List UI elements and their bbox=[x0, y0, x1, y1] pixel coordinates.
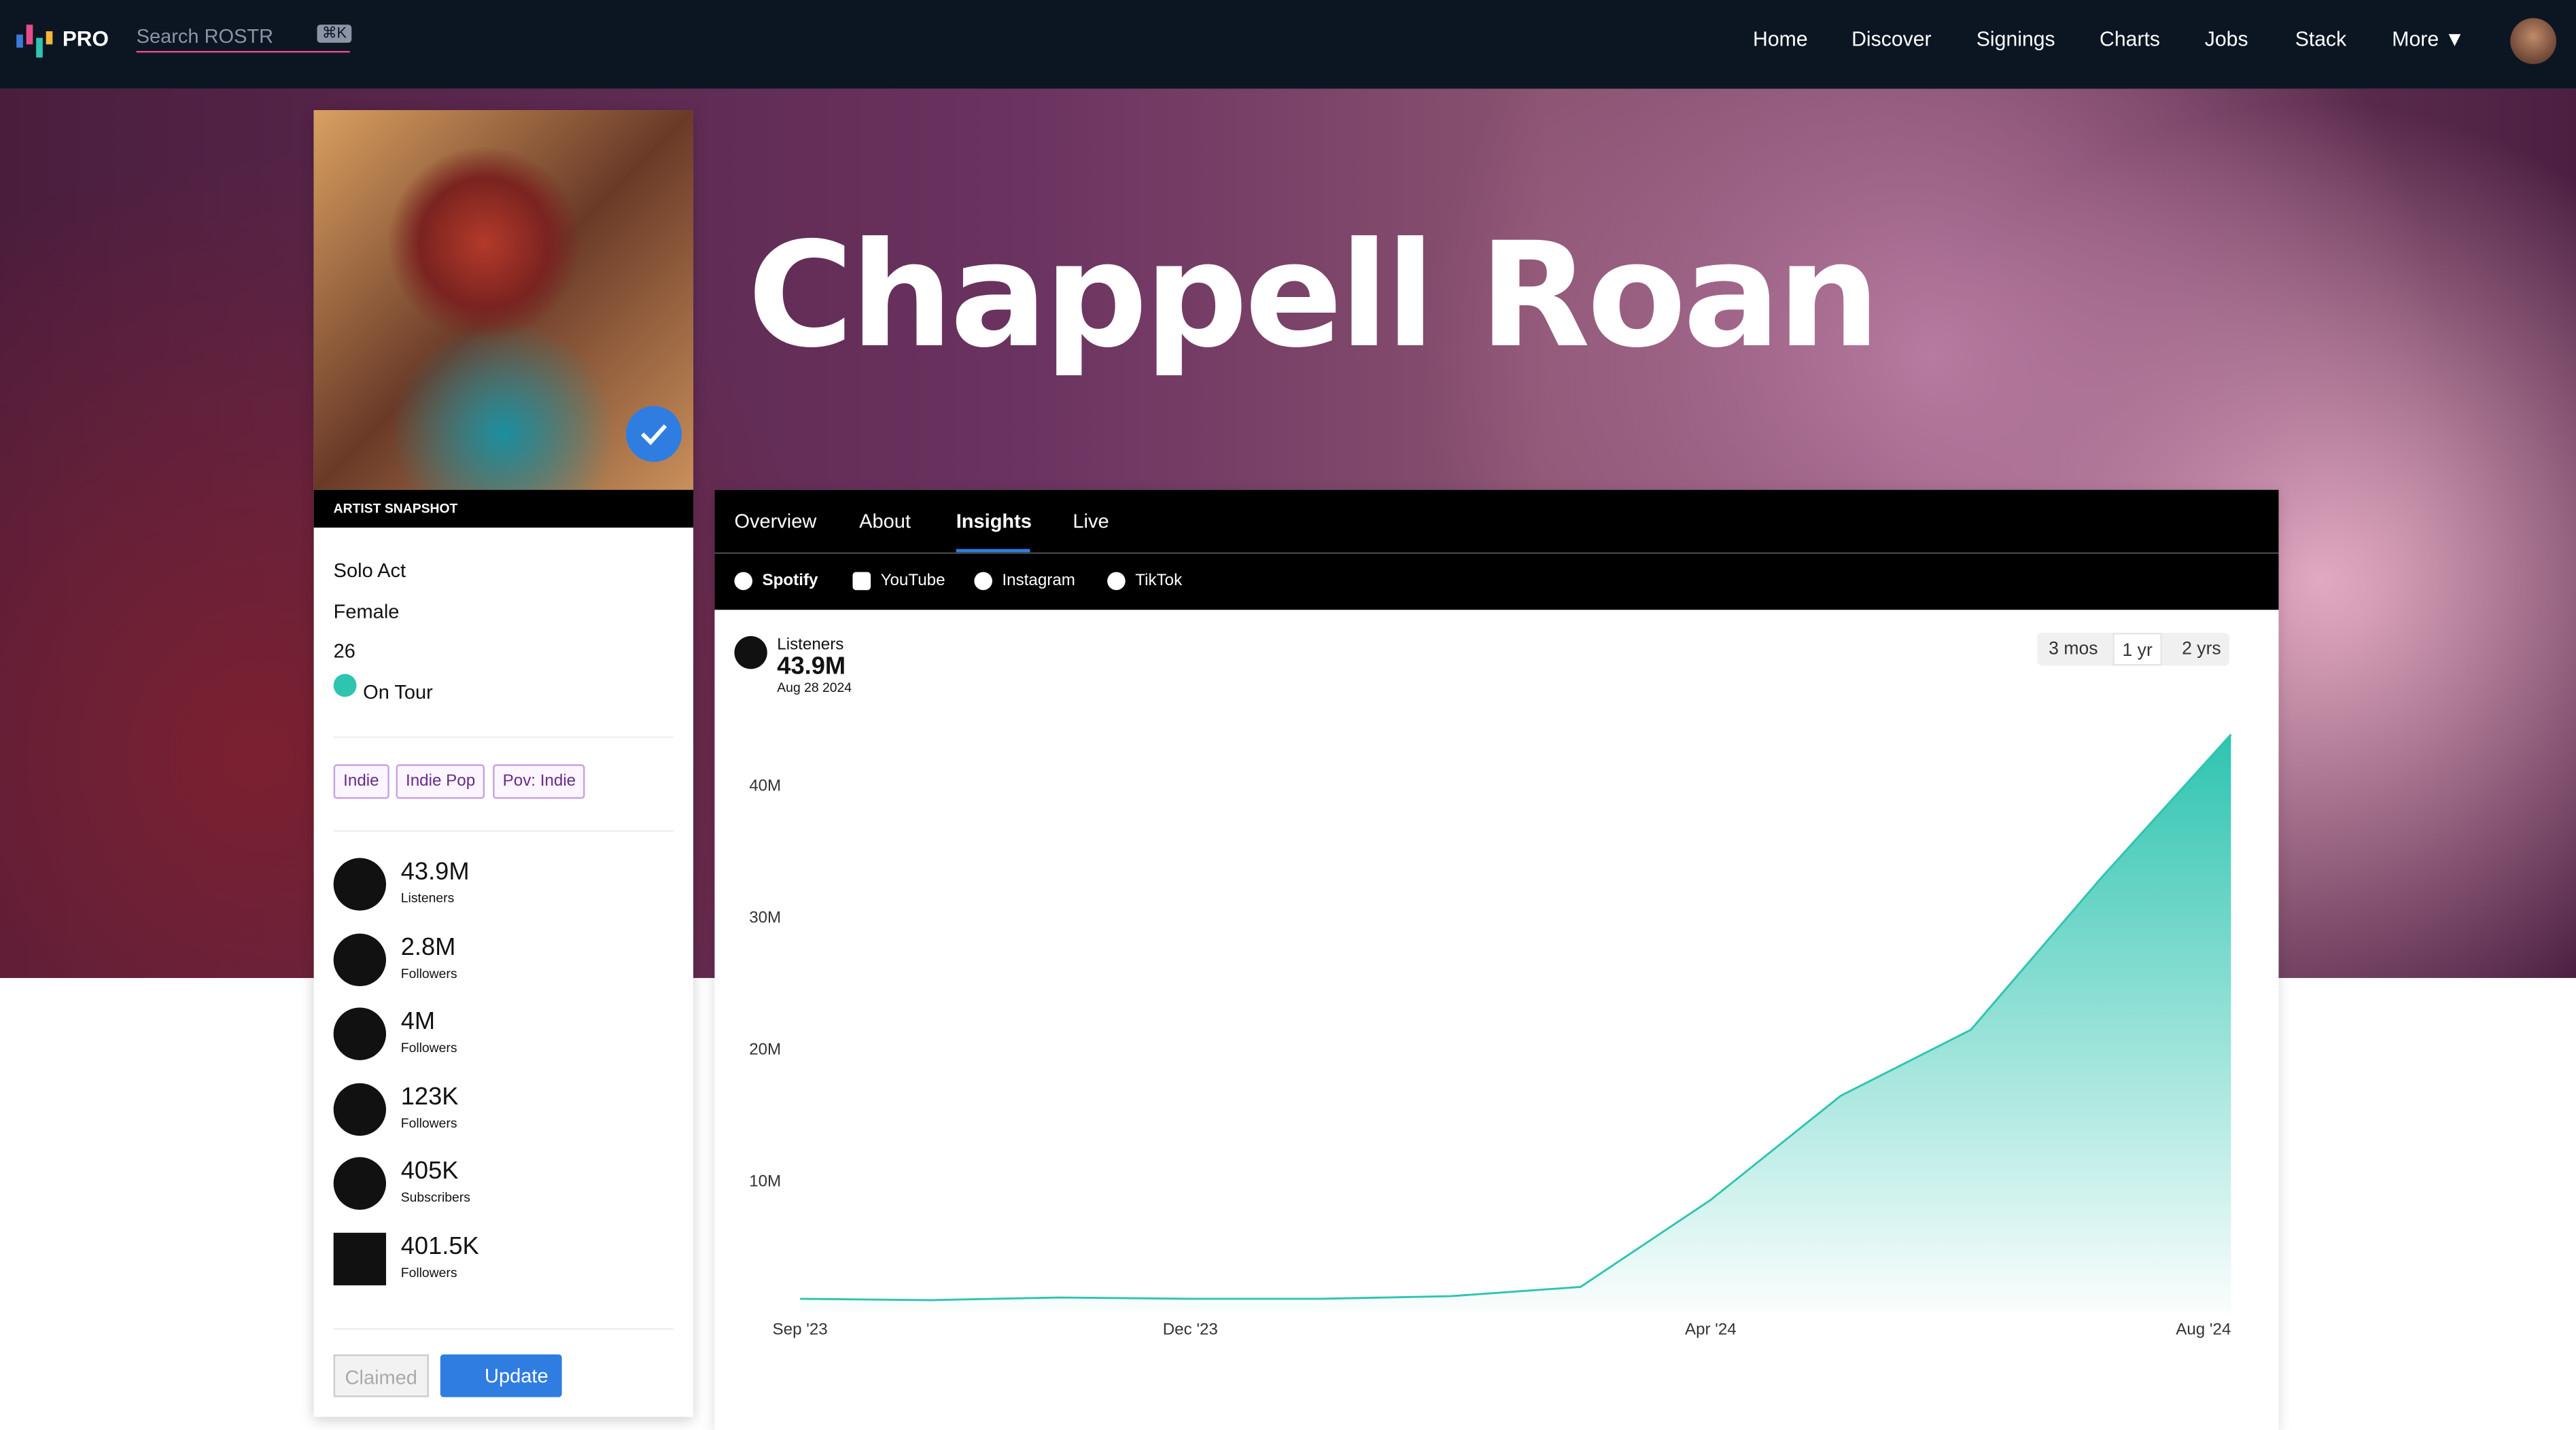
nav-link[interactable]: Discover bbox=[1851, 28, 1932, 51]
fact: 26 bbox=[333, 639, 355, 663]
verified-badge bbox=[625, 406, 682, 462]
genre-tag[interactable]: Indie Pop bbox=[396, 764, 485, 799]
platform-icon bbox=[333, 1007, 387, 1060]
nav-link[interactable]: Home bbox=[1753, 28, 1808, 51]
y-tick-label: 10M bbox=[749, 1172, 781, 1191]
snapshot-card: ARTIST SNAPSHOT Claimed Update Solo Act F… bbox=[313, 110, 694, 1417]
y-tick-label: 40M bbox=[749, 777, 781, 795]
tab[interactable]: About bbox=[859, 509, 911, 533]
stat-label: Followers bbox=[400, 1115, 457, 1130]
stat-value: 43.9M bbox=[400, 858, 470, 886]
genre-tag[interactable]: Indie bbox=[333, 764, 389, 799]
nav-link[interactable]: Stack bbox=[2295, 28, 2347, 51]
platform-tab[interactable]: Spotify bbox=[762, 572, 818, 591]
fact: On Tour bbox=[363, 680, 433, 704]
x-tick-label: Aug '24 bbox=[2176, 1321, 2231, 1339]
fact: Solo Act bbox=[333, 559, 406, 582]
avatar[interactable] bbox=[2510, 18, 2557, 65]
nav-link[interactable]: More ▼ bbox=[2392, 28, 2465, 51]
tab-bar bbox=[714, 489, 2279, 610]
range-button[interactable]: 3 mos bbox=[2049, 639, 2098, 659]
platform-tab[interactable]: Instagram bbox=[1002, 572, 1075, 591]
artist-name: Chappell Roan bbox=[747, 210, 1881, 380]
search-input[interactable]: Search ROSTR bbox=[136, 24, 350, 53]
nav-link[interactable]: Charts bbox=[2100, 28, 2161, 51]
divider bbox=[333, 1328, 674, 1330]
divider bbox=[333, 830, 674, 832]
x-tick-label: Dec '23 bbox=[1163, 1321, 1218, 1339]
platform-icon bbox=[1107, 572, 1126, 591]
chart: 10M 20M 30M 40M Sep '23 Dec '23 Apr '24 Aug '24 bbox=[734, 635, 2232, 1339]
genre-tag[interactable]: Pov: Indie bbox=[493, 764, 586, 799]
spotify-icon bbox=[734, 635, 767, 669]
y-tick-label: 30M bbox=[749, 909, 781, 927]
platform-icon bbox=[852, 572, 871, 591]
tab[interactable]: Insights bbox=[956, 509, 1032, 533]
divider bbox=[714, 552, 2279, 555]
claimed-button[interactable]: Claimed bbox=[333, 1354, 429, 1397]
top-nav: PRO Search ROSTR ⌘K Home Discover Signings… bbox=[0, 0, 2576, 89]
stat-label: Followers bbox=[400, 1040, 457, 1056]
platform-icon bbox=[333, 858, 387, 911]
update-button[interactable]: Update bbox=[440, 1354, 562, 1397]
logo bbox=[16, 24, 53, 58]
tab[interactable]: Overview bbox=[734, 509, 817, 533]
y-tick-label: 20M bbox=[749, 1041, 781, 1059]
platform-tab[interactable]: TikTok bbox=[1135, 572, 1183, 591]
insights-panel: 10M 20M 30M 40M Sep '23 Dec '23 Apr '24 Aug '24… bbox=[714, 489, 2279, 1430]
tab[interactable]: Live bbox=[1073, 509, 1109, 533]
platform-icon bbox=[333, 1157, 387, 1210]
current-date: Aug 28 2024 bbox=[777, 680, 852, 695]
active-tab-underline bbox=[956, 548, 1030, 553]
series-label: Listeners bbox=[777, 635, 844, 655]
platform-icon bbox=[333, 1232, 387, 1285]
stat-value: 401.5K bbox=[400, 1232, 479, 1260]
platform-icon bbox=[333, 1082, 387, 1135]
brand: PRO bbox=[62, 26, 109, 51]
range-button[interactable]: 2 yrs bbox=[2182, 639, 2221, 659]
x-tick-label: Apr '24 bbox=[1685, 1321, 1737, 1339]
line bbox=[800, 733, 2232, 1302]
stat-value: 2.8M bbox=[400, 932, 456, 961]
snapshot-title: ARTIST SNAPSHOT bbox=[313, 489, 694, 528]
platform-icon bbox=[974, 572, 992, 591]
x-tick-label: Sep '23 bbox=[773, 1321, 828, 1339]
stat-label: Subscribers bbox=[400, 1189, 470, 1205]
stat-label: Followers bbox=[400, 1264, 457, 1280]
platform-tab[interactable]: YouTube bbox=[880, 572, 945, 591]
platform-icon bbox=[333, 932, 387, 986]
stat-value: 405K bbox=[400, 1157, 459, 1185]
fact: Female bbox=[333, 599, 400, 623]
on-tour-icon bbox=[333, 674, 357, 697]
stat-value: 123K bbox=[400, 1082, 459, 1111]
nav-link[interactable]: Signings bbox=[1976, 28, 2055, 51]
area bbox=[800, 734, 2231, 1314]
nav-link[interactable]: Jobs bbox=[2204, 28, 2248, 51]
platform-icon bbox=[734, 572, 753, 591]
range-button[interactable]: 1 yr bbox=[2112, 633, 2162, 666]
shortcut: ⌘K bbox=[317, 24, 352, 43]
stat-value: 4M bbox=[400, 1007, 436, 1036]
stat-label: Listeners bbox=[400, 890, 455, 906]
current-value: 43.9M bbox=[777, 652, 846, 681]
divider bbox=[333, 736, 674, 738]
stat-label: Followers bbox=[400, 965, 457, 981]
